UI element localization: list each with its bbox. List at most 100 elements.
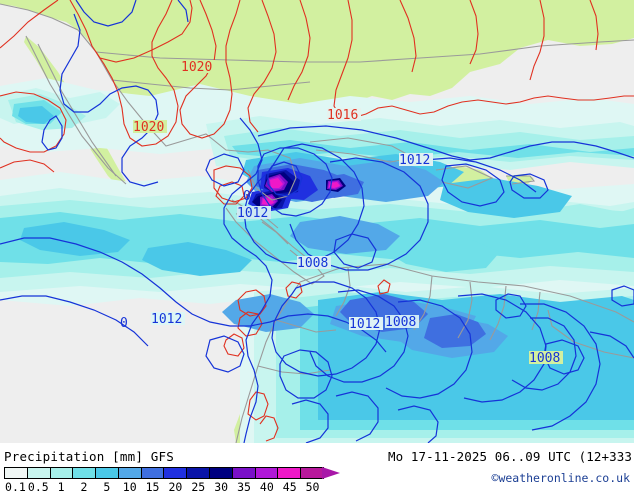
isobar-red-21 (285, 281, 303, 299)
label-bg-1 (181, 60, 215, 73)
color-swatch-0.5[interactable] (27, 468, 51, 478)
isobar-red-3 (95, 0, 179, 147)
border-usa-mexico (111, 79, 311, 91)
border-colombia-ecuador (275, 319, 337, 333)
isobar-red-16 (237, 289, 267, 317)
color-swatch-40[interactable] (255, 468, 279, 478)
isobar-label-1012-d: 1012 (349, 317, 380, 332)
isobar-blue-16 (309, 289, 409, 383)
isobar-blue-26 (205, 335, 245, 373)
color-swatch-25[interactable] (187, 468, 211, 478)
color-swatch-0.1[interactable] (5, 468, 28, 478)
color-swatch-30[interactable] (210, 468, 233, 478)
border-suriname-fguiana (531, 291, 541, 331)
isobar-blue-13 (0, 237, 387, 353)
label-bg-2 (133, 120, 167, 133)
scale-tick-45: 45 (282, 480, 297, 494)
color-scale[interactable]: 0.1 0.5 1 2 5 10 15 20 25 30 35 40 45 50 (4, 467, 324, 494)
isobar-red-4 (179, 0, 241, 139)
isobar-label-zero-a: 0 (120, 316, 128, 331)
scale-tick-5: 5 (103, 480, 111, 494)
label-bg-5 (237, 206, 271, 219)
isobar-red-1 (0, 0, 59, 49)
scale-tick-25: 25 (191, 480, 206, 494)
color-swatch-15[interactable] (141, 468, 165, 478)
scale-tick-10: 10 (122, 480, 137, 494)
isobar-blue-19 (520, 303, 601, 431)
color-swatch-50[interactable] (301, 468, 323, 478)
isobar-blue-17 (385, 299, 473, 399)
border-peru (257, 365, 331, 375)
isobar-label-layer: 1020 1020 1016 1012 1012 1008 1012 0 (120, 60, 563, 366)
isobar-red-9 (469, 0, 479, 65)
label-bg-8 (349, 317, 383, 330)
isobar-blue-6 (257, 147, 333, 217)
label-bg-4 (399, 153, 433, 166)
copyright-notice: ©weatheronline.co.uk (491, 471, 630, 485)
precip-epac-l4 (20, 222, 130, 256)
isobar-blue-32 (611, 285, 634, 307)
precip-baja-l4 (18, 106, 54, 124)
color-swatch-2[interactable] (73, 468, 97, 478)
isobar-blue-4 (223, 117, 273, 443)
isobar-blue-24 (335, 391, 379, 442)
isobar-red-13 (0, 159, 55, 173)
isobar-blue-11 (441, 163, 505, 207)
isobar-blue-20 (511, 317, 577, 391)
color-scale-overflow-arrow (322, 467, 340, 479)
isobar-label-1008-c: 1008 (529, 351, 560, 366)
isobar-label-1016: 1016 (327, 108, 358, 123)
isobar-blue-23 (291, 399, 329, 443)
color-scale-labels: 0.1 0.5 1 2 5 10 15 20 25 30 35 40 45 50 (4, 480, 334, 494)
model-run-datetime: Mo 17-11-2025 06..09 UTC (12+333 (387, 449, 632, 464)
scale-tick-50: 50 (305, 480, 320, 494)
isobar-label-1012-b: 1012 (237, 206, 268, 221)
color-swatch-1[interactable] (50, 468, 74, 478)
label-bg-10 (529, 351, 563, 364)
scale-tick-2: 2 (80, 480, 88, 494)
isobar-red-5 (247, 0, 277, 133)
isobar-blue-3 (41, 115, 63, 151)
scale-tick-0.5: 0.5 (27, 480, 49, 494)
label-bg-6 (297, 256, 331, 269)
color-swatch-10[interactable] (118, 468, 142, 478)
isobar-blue-27 (333, 233, 377, 269)
isobar-blue-10 (423, 157, 537, 193)
isobar-blue-22 (279, 349, 333, 399)
isobar-blue-29 (205, 153, 245, 187)
isobar-red-11 (589, 0, 599, 51)
isobar-red-22 (377, 279, 391, 295)
border-colombia-venezuela (335, 267, 351, 317)
precip-epac2-l4 (142, 242, 252, 276)
isobar-red-18 (223, 333, 245, 357)
color-swatch-45[interactable] (278, 468, 302, 478)
isobar-red-8 (399, 0, 417, 73)
color-swatch-20[interactable] (164, 468, 188, 478)
coast-hispaniola (435, 165, 494, 189)
isobar-blue-2 (59, 13, 159, 187)
precip-antilles-l4 (440, 178, 572, 218)
isobar-label-1012-c: 1012 (151, 312, 182, 327)
coast-mexico (0, 3, 297, 201)
isobar-blue-7 (267, 161, 303, 197)
color-swatch-35[interactable] (232, 468, 256, 478)
isobar-red-7 (333, 0, 634, 119)
isobar-blue-14 (0, 295, 149, 347)
isobar-label-1008-b: 1008 (385, 315, 416, 330)
isobar-red-20 (259, 415, 279, 442)
map-canvas[interactable]: 1020 1020 1016 1012 1012 1008 1012 0 (0, 0, 634, 443)
isobar-blue-12 (509, 173, 549, 199)
color-swatch-5[interactable] (96, 468, 119, 478)
coast-baja-east (37, 43, 117, 177)
label-bg-7 (151, 312, 185, 325)
scale-tick-0.1: 0.1 (5, 480, 26, 494)
scale-tick-35: 35 (237, 480, 251, 494)
border-usa-mexico-north (95, 39, 634, 63)
isobar-low-layer (0, 0, 634, 443)
precip-caribn-l3 (232, 140, 634, 158)
precip-peak-l12 (270, 178, 283, 188)
isobar-blue-28 (177, 0, 189, 23)
isobar-red-10 (529, 0, 545, 81)
legend-footer: Precipitation [mm] GFS Mo 17-11-2025 06.… (0, 443, 634, 494)
color-scale-bar[interactable] (4, 467, 324, 479)
